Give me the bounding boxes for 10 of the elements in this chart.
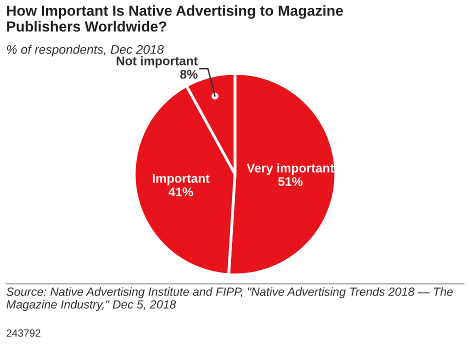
chart-title: How Important Is Native Advertising to Magazine Publishers Worldwide? — [7, 5, 343, 32]
text: 243792 — [6, 329, 40, 337]
data-label: 51% — [278, 177, 303, 186]
source-note: Source: Native Advertising Institute and FIPP, "Native Advertising Trends 2018 — The Magazine Industry," Dec 5, 2018 — [6, 287, 453, 311]
slice-label: Very important — [246, 163, 334, 175]
chart-subtitle: % of respondents, Dec 2018 — [7, 44, 164, 56]
slice-label: Not important — [116, 56, 198, 68]
data-label: 8% — [180, 70, 198, 79]
data-label: 41% — [168, 187, 194, 196]
slice-label: Important — [152, 174, 210, 186]
